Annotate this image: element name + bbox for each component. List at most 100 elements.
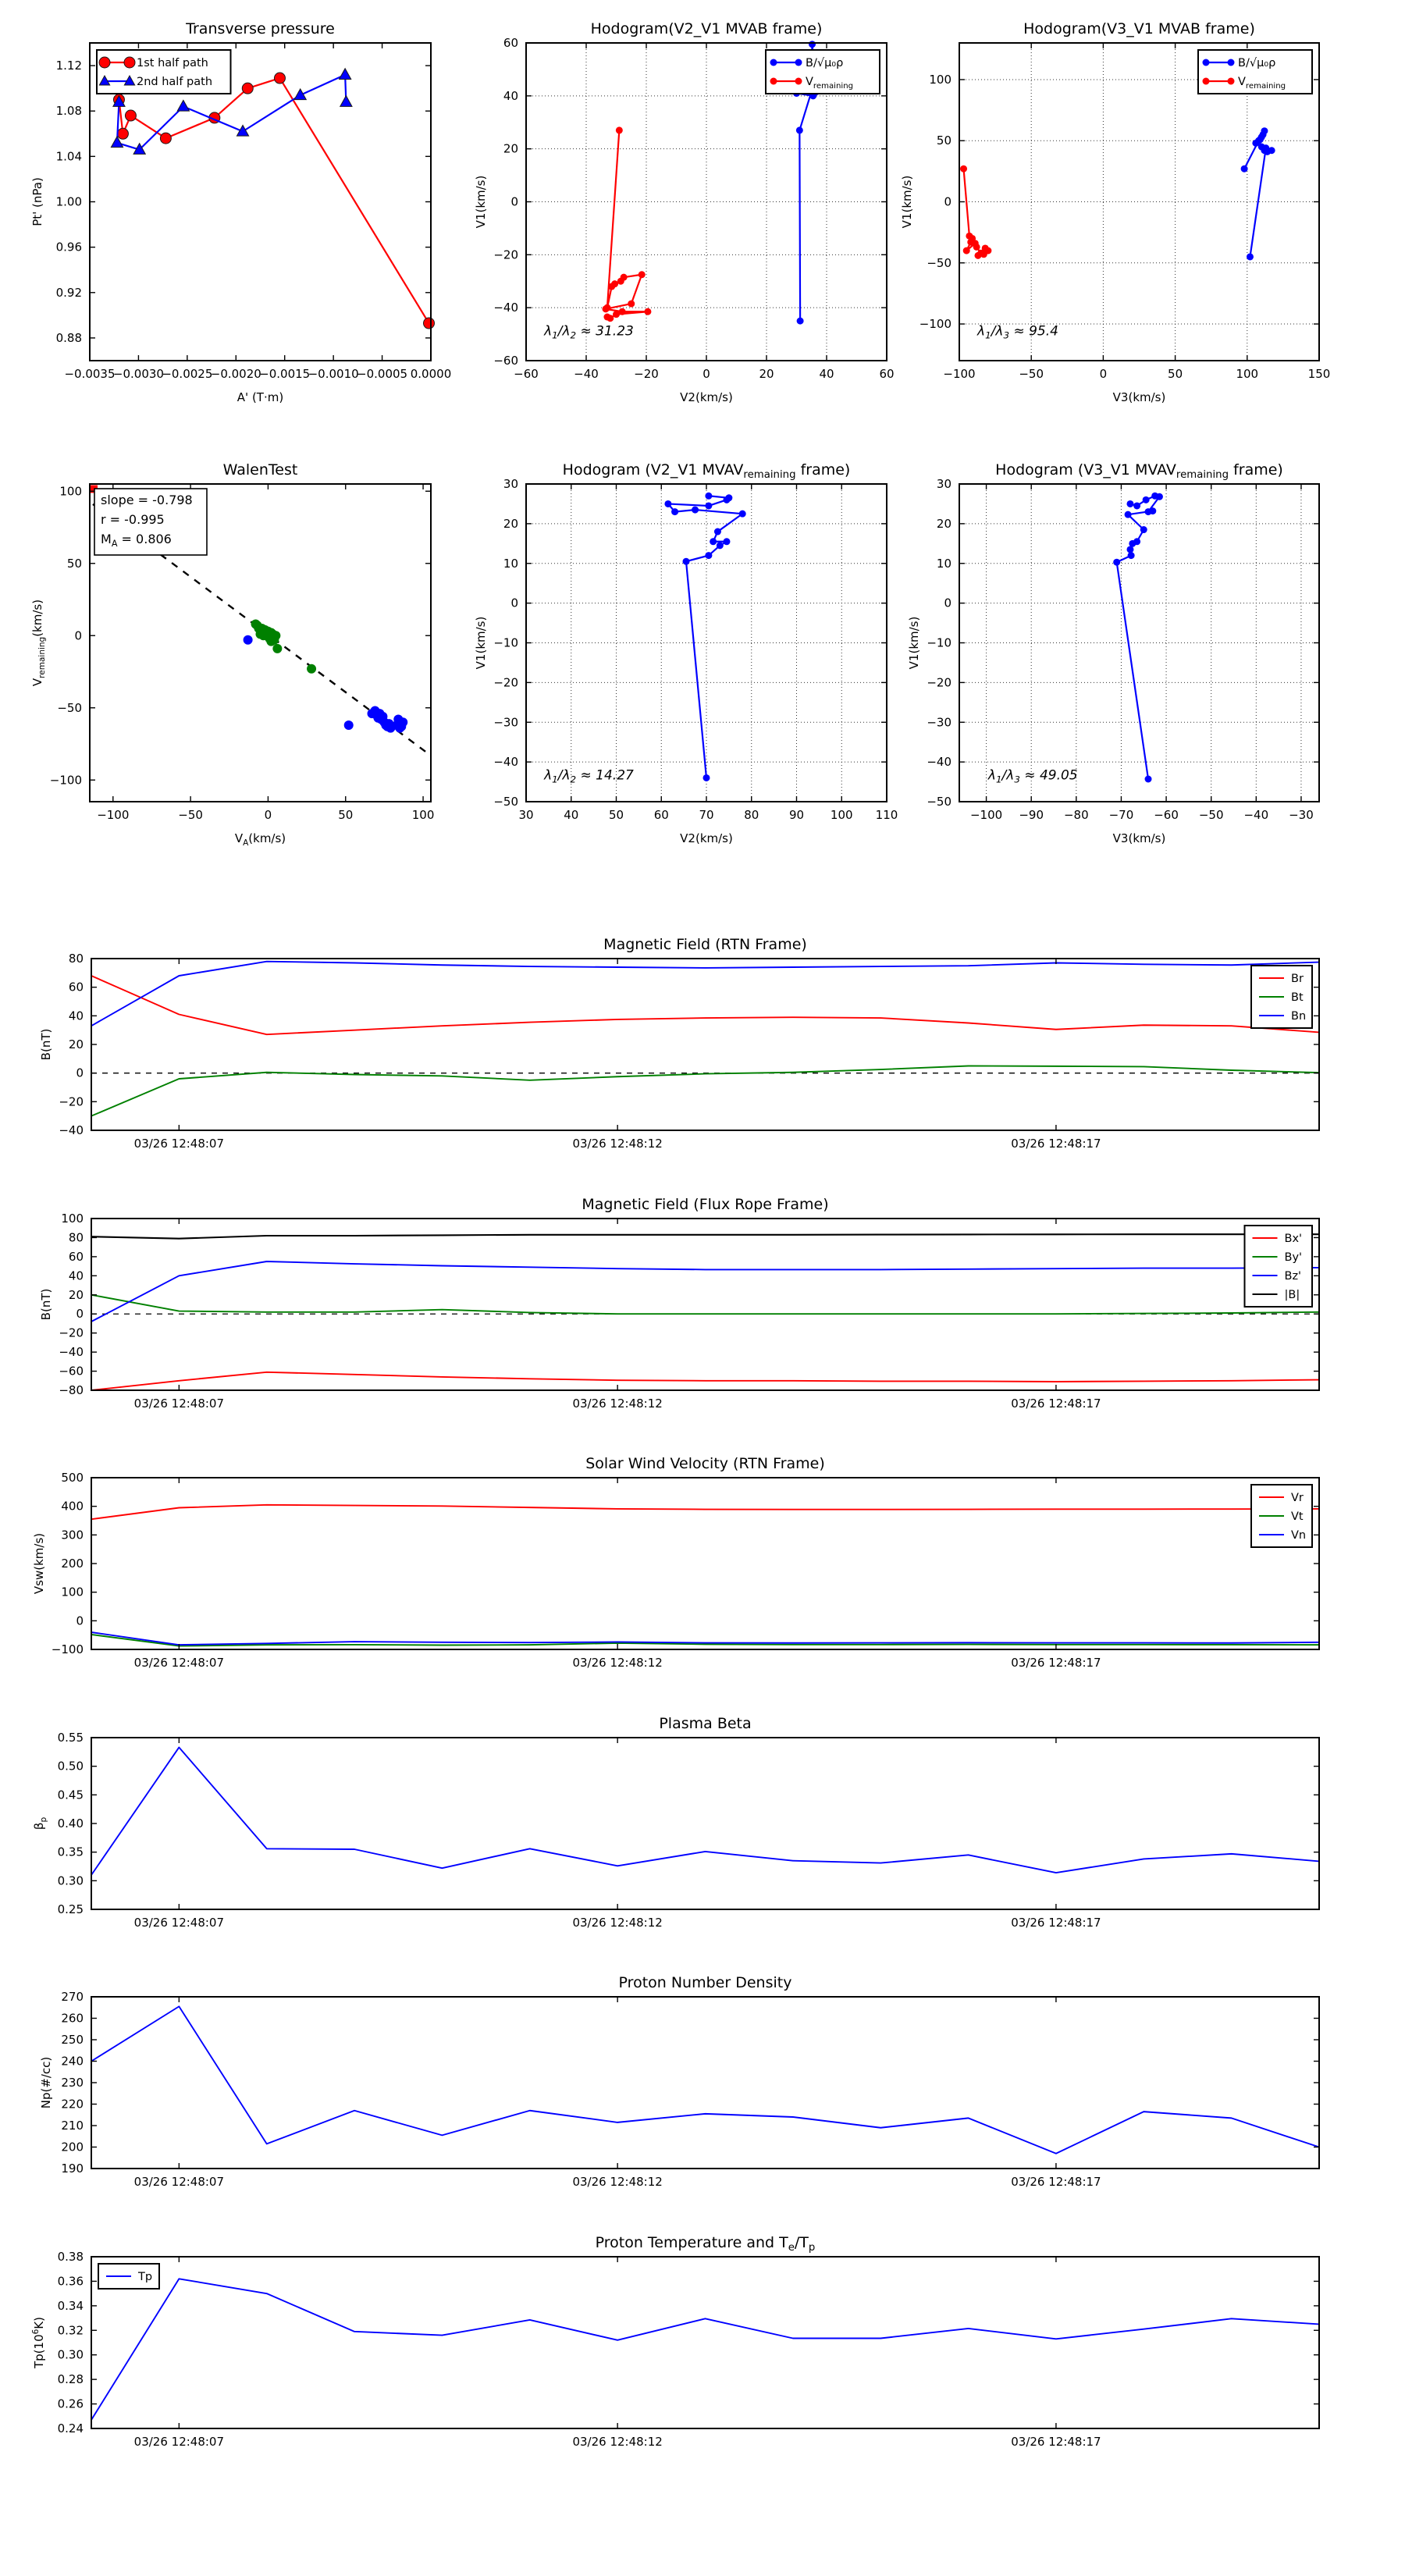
svg-text:Br: Br [1291,973,1304,985]
svg-text:0.24: 0.24 [58,2421,84,2435]
plot-solar-wind-velocity: 03/26 12:48:07 03/26 12:48:12 03/26 12:48:… [32,1455,1320,1670]
svg-text:−50: −50 [927,256,951,270]
annotation: λ1/λ2 ≈ 14.27 [543,768,634,785]
plot-svg-proton-number-density: 03/26 12:48:07 03/26 12:48:12 03/26 12:48:… [39,1974,1320,2189]
svg-text:−40: −40 [59,1123,84,1137]
plot-hodogram-v3v1-mvab: −100 −50 0 50 100 150 −100 −50 0 50 100 V3(km/s) V1(… [900,20,1330,404]
svg-text:03/26 12:48:07: 03/26 12:48:07 [134,2175,224,2189]
plot-svg-solar-wind-velocity: 03/26 12:48:07 03/26 12:48:12 03/26 12:48:… [32,1455,1320,1670]
svg-text:200: 200 [61,2140,84,2154]
svg-text:Bz': Bz' [1285,1270,1302,1283]
plot-svg-hodogram-v2v1-mvav: 30 40 50 60 70 80 90 100 110 −50 −40 −30 −20 −10 0 10 20… [474,461,898,845]
svg-text:−40: −40 [927,755,951,769]
svg-text:−30: −30 [927,715,951,729]
svg-text:−100: −100 [50,773,82,787]
svg-text:0.96: 0.96 [56,240,82,254]
series-group [91,2278,1320,2421]
legend-box: Br Bt Bn [1250,965,1313,1029]
x-axis-label: VA(km/s) [235,831,286,848]
svg-text:90: 90 [789,808,804,822]
svg-text:0.40: 0.40 [58,1816,84,1831]
svg-text:100: 100 [831,808,853,822]
svg-text:110: 110 [876,808,898,822]
svg-text:−20: −20 [493,247,518,262]
svg-text:20: 20 [69,1037,84,1051]
svg-text:−50: −50 [1019,367,1044,381]
svg-text:03/26 12:48:07: 03/26 12:48:07 [134,1916,224,1930]
svg-text:03/26 12:48:12: 03/26 12:48:12 [572,1656,662,1670]
annotation: λ1/λ2 ≈ 31.23 [543,323,634,340]
series-markers-0 [1113,492,1163,783]
ticks: −100 −50 0 50 100 −100 −50 0 50 100 [50,484,434,822]
y-axis-label: Tp(106K) [31,2317,46,2369]
legend-box: B/√μ₀ρ Vremaining [765,49,880,94]
svg-text:Bt: Bt [1291,991,1304,1004]
series-line-0 [91,1371,1320,1391]
ticks: −100 −50 0 50 100 150 −100 −50 0 50 100 [919,43,1330,381]
x-axis-label: A' (T·m) [237,390,283,404]
plot-svg-magnetic-field-rtn: 03/26 12:48:07 03/26 12:48:12 03/26 12:48:… [39,936,1320,1151]
svg-text:−0.0035: −0.0035 [64,367,115,381]
svg-text:Bx': Bx' [1285,1233,1303,1245]
svg-text:100: 100 [61,1585,84,1599]
plot-title: Proton Temperature and Te/Tp [596,2234,816,2254]
svg-text:80: 80 [69,952,84,966]
plot-plasma-beta: 03/26 12:48:07 03/26 12:48:12 03/26 12:48:… [32,1715,1320,1930]
series-group [91,960,1320,1117]
annotation: λ1/λ3 ≈ 49.05 [987,768,1078,785]
svg-text:20: 20 [937,517,951,531]
axes-box [91,958,1320,1131]
plot-proton-number-density: 03/26 12:48:07 03/26 12:48:12 03/26 12:48:… [39,1974,1320,2189]
svg-text:10: 10 [503,557,518,571]
svg-text:80: 80 [744,808,759,822]
svg-text:50: 50 [338,808,353,822]
plot-hodogram-v3v1-mvav: −100 −90 −80 −70 −60 −50 −40 −30 −50 −40 −30 −20 −10… [907,461,1320,845]
axes-box [91,1218,1320,1391]
ticks: 03/26 12:48:07 03/26 12:48:12 03/26 12:48:… [59,952,1319,1151]
svg-text:−0.0025: −0.0025 [162,367,212,381]
plot-walen-test: −100 −50 0 50 100 −100 −50 0 50 100 VA(km/s) Vremai… [30,461,434,848]
plot-svg-transverse-pressure: −0.0035−0.0030−0.0025−0.0020−0.0015−0.00… [30,20,451,404]
svg-text:03/26 12:48:17: 03/26 12:48:17 [1011,1916,1101,1930]
svg-text:−0.0015: −0.0015 [259,367,310,381]
series-group [91,1233,1320,1391]
series-group [664,492,746,781]
svg-text:210: 210 [61,2119,84,2133]
svg-text:0.26: 0.26 [58,2397,84,2411]
svg-text:0.88: 0.88 [56,331,82,345]
plot-svg-walen-test: −100 −50 0 50 100 −100 −50 0 50 100 VA(km/s) Vremai… [30,461,434,848]
svg-text:0: 0 [76,1307,84,1321]
series-line-0 [91,1746,1320,1876]
plot-title: Solar Wind Velocity (RTN Frame) [585,1455,825,1472]
plot-title: Hodogram(V2_V1 MVAB frame) [591,20,823,37]
y-axis-label: B(nT) [39,1289,53,1321]
svg-text:0.30: 0.30 [58,1873,84,1888]
svg-text:0.35: 0.35 [58,1845,84,1859]
series-line-0 [118,76,430,324]
plot-title: Hodogram (V3_V1 MVAVremaining frame) [995,461,1283,481]
svg-text:−40: −40 [59,1345,84,1359]
series-line-1 [91,1293,1320,1315]
series-group [960,127,1275,261]
plot-svg-hodogram-v2v1-mvab: −60 −40 −20 0 20 40 60 −60 −40 −20 0 20 40 60 V2(km/s)… [474,20,895,404]
svg-text:60: 60 [503,36,518,50]
svg-text:100: 100 [1236,367,1258,381]
svg-text:230: 230 [61,2076,84,2090]
ticks: 03/26 12:48:07 03/26 12:48:12 03/26 12:48:… [58,2250,1319,2449]
x-axis-label: V2(km/s) [680,831,733,845]
series-line-0 [91,2005,1320,2154]
y-axis-label: V1(km/s) [907,617,921,670]
svg-text:1.00: 1.00 [56,195,82,209]
svg-text:250: 250 [61,2033,84,2047]
svg-text:−70: −70 [1109,808,1134,822]
axes-box [91,1996,1320,2169]
svg-text:0.36: 0.36 [58,2274,84,2288]
svg-text:80: 80 [69,1230,84,1244]
svg-text:−20: −20 [59,1326,84,1340]
svg-text:0.28: 0.28 [58,2372,84,2386]
svg-text:r = -0.995: r = -0.995 [101,512,165,527]
series-group [89,485,429,754]
series-line-2 [91,960,1320,1026]
y-axis-label: βp [32,1817,48,1831]
plot-svg-hodogram-v3v1-mvab: −100 −50 0 50 100 150 −100 −50 0 50 100 V3(km/s) V1(… [900,20,1330,404]
